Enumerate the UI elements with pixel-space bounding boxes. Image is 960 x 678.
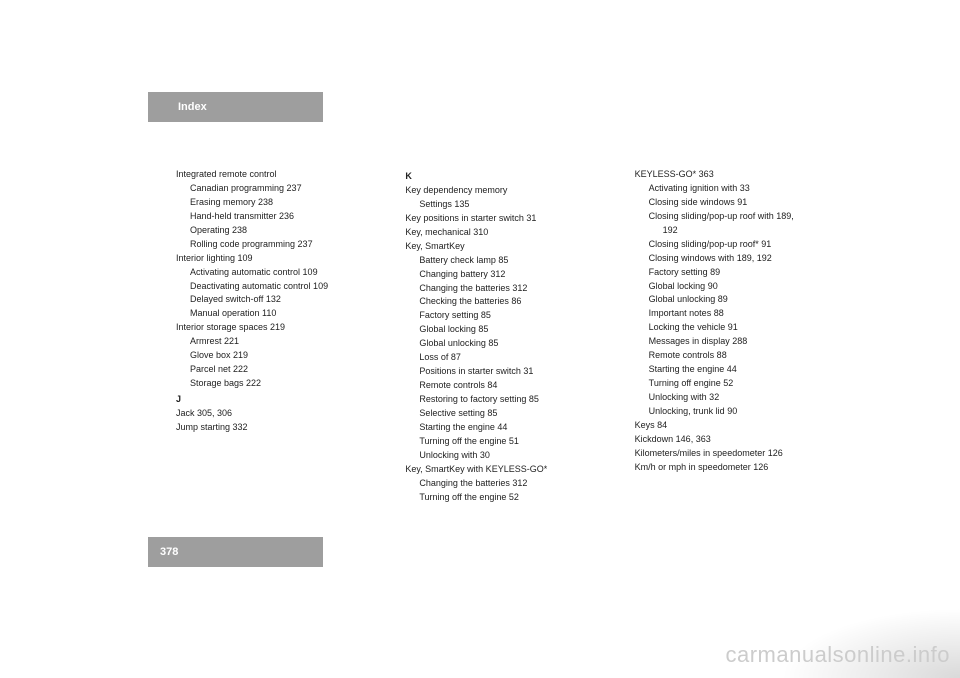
index-entry: Integrated remote control <box>176 168 377 182</box>
index-entry: Glove box 219 <box>176 349 377 363</box>
index-entry: Closing windows with 189, 192 <box>635 252 836 266</box>
index-entry: Delayed switch-off 132 <box>176 293 377 307</box>
index-entry: Canadian programming 237 <box>176 182 377 196</box>
index-entry: Starting the engine 44 <box>635 363 836 377</box>
header-tab: Index <box>148 92 323 122</box>
index-entry: Parcel net 222 <box>176 363 377 377</box>
index-entry: Activating automatic control 109 <box>176 266 377 280</box>
watermark-text: carmanualsonline.info <box>725 642 950 668</box>
index-entry: Key, SmartKey <box>405 240 606 254</box>
index-entry: Key, SmartKey with KEYLESS-GO* <box>405 463 606 477</box>
index-entry: Important notes 88 <box>635 307 836 321</box>
index-entry: KEYLESS-GO* 363 <box>635 168 836 182</box>
index-entry: Factory setting 85 <box>405 309 606 323</box>
index-entry: Closing sliding/pop-up roof with 189, <box>635 210 836 224</box>
index-entry: Key, mechanical 310 <box>405 226 606 240</box>
index-entry: Kickdown 146, 363 <box>635 433 836 447</box>
index-entry: Selective setting 85 <box>405 407 606 421</box>
section-letter: J <box>176 393 377 407</box>
index-entry: Keys 84 <box>635 419 836 433</box>
index-entry: Starting the engine 44 <box>405 421 606 435</box>
index-entry: Interior storage spaces 219 <box>176 321 377 335</box>
section-letter: K <box>405 170 606 184</box>
index-entry: Unlocking with 30 <box>405 449 606 463</box>
index-entry: Rolling code programming 237 <box>176 238 377 252</box>
index-entry: Battery check lamp 85 <box>405 254 606 268</box>
index-entry: Locking the vehicle 91 <box>635 321 836 335</box>
index-entry: Manual operation 110 <box>176 307 377 321</box>
index-entry: Kilometers/miles in speedometer 126 <box>635 447 836 461</box>
index-entry: Turning off engine 52 <box>635 377 836 391</box>
index-entry: Interior lighting 109 <box>176 252 377 266</box>
index-entry: Global locking 85 <box>405 323 606 337</box>
column-3: KEYLESS-GO* 363Activating ignition with … <box>635 168 836 505</box>
index-entry: Jack 305, 306 <box>176 407 377 421</box>
index-entry: Storage bags 222 <box>176 377 377 391</box>
index-entry: Restoring to factory setting 85 <box>405 393 606 407</box>
index-entry: Factory setting 89 <box>635 266 836 280</box>
index-entry: Global locking 90 <box>635 280 836 294</box>
page-number-tab: 378 <box>148 537 323 567</box>
index-entry: Remote controls 84 <box>405 379 606 393</box>
index-entry: Km/h or mph in speedometer 126 <box>635 461 836 475</box>
index-entry: Checking the batteries 86 <box>405 295 606 309</box>
index-entry: Loss of 87 <box>405 351 606 365</box>
column-2: KKey dependency memorySettings 135Key po… <box>405 168 606 505</box>
index-entry: Turning off the engine 52 <box>405 491 606 505</box>
index-entry: Changing the batteries 312 <box>405 282 606 296</box>
index-entry: Closing sliding/pop-up roof* 91 <box>635 238 836 252</box>
index-entry: Deactivating automatic control 109 <box>176 280 377 294</box>
index-entry: Changing battery 312 <box>405 268 606 282</box>
index-entry: 192 <box>635 224 836 238</box>
index-columns: Integrated remote controlCanadian progra… <box>176 168 836 505</box>
index-entry: Jump starting 332 <box>176 421 377 435</box>
index-entry: Global unlocking 85 <box>405 337 606 351</box>
index-entry: Settings 135 <box>405 198 606 212</box>
index-entry: Key dependency memory <box>405 184 606 198</box>
index-entry: Unlocking with 32 <box>635 391 836 405</box>
index-entry: Activating ignition with 33 <box>635 182 836 196</box>
index-entry: Changing the batteries 312 <box>405 477 606 491</box>
index-entry: Closing side windows 91 <box>635 196 836 210</box>
header-title: Index <box>178 101 207 113</box>
index-entry: Armrest 221 <box>176 335 377 349</box>
index-entry: Unlocking, trunk lid 90 <box>635 405 836 419</box>
index-entry: Messages in display 288 <box>635 335 836 349</box>
index-entry: Positions in starter switch 31 <box>405 365 606 379</box>
index-entry: Operating 238 <box>176 224 377 238</box>
index-entry: Erasing memory 238 <box>176 196 377 210</box>
column-1: Integrated remote controlCanadian progra… <box>176 168 377 505</box>
page-number: 378 <box>160 546 178 558</box>
index-entry: Hand-held transmitter 236 <box>176 210 377 224</box>
index-entry: Turning off the engine 51 <box>405 435 606 449</box>
index-entry: Key positions in starter switch 31 <box>405 212 606 226</box>
index-entry: Global unlocking 89 <box>635 293 836 307</box>
index-entry: Remote controls 88 <box>635 349 836 363</box>
